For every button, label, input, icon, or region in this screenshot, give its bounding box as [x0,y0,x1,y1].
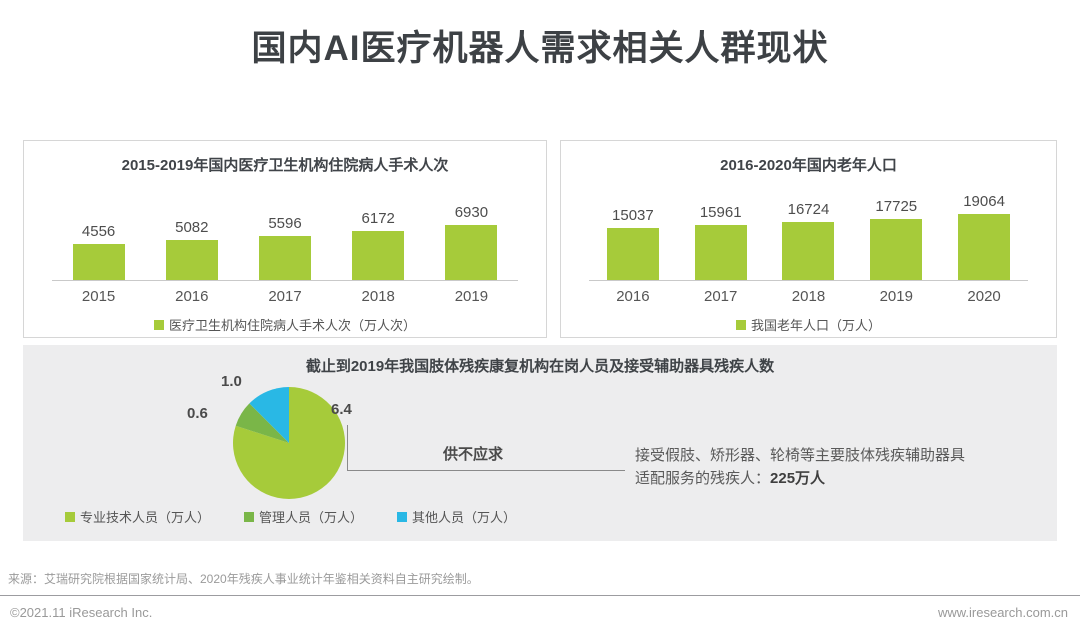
bar-column: 16724 [765,201,853,280]
bar-column: 5596 [238,215,331,280]
x-axis-label: 2019 [879,288,913,305]
page-title: 国内AI医疗机器人需求相关人群现状 [251,29,829,68]
bar [352,231,405,280]
x-axis-label: 2015 [81,288,116,305]
x-axis-label: 2016 [616,288,650,305]
elderly-chart-card: 2016-2020年国内老年人口 15037 15961 16724 17725 190… [560,140,1057,338]
connector-line-vertical [347,425,348,470]
bar [870,219,923,280]
x-axis-label: 2017 [268,288,302,305]
legend-label: 专业技术人员（万人） [80,510,211,525]
surgery-chart-x-axis: 2015 2016 2017 2018 2019 [52,281,518,305]
x-axis-label: 2017 [704,288,738,305]
copyright-text: ©2021.11 iResearch Inc. [10,605,153,620]
pie-slice [249,387,289,443]
pie-value-label-main: 6.4 [331,401,352,418]
note-line1: 接受假肢、矫形器、轮椅等主要肢体残疾辅助器具 [635,447,966,464]
pie-slice [235,403,289,443]
legend-swatch [735,319,746,330]
legend-label: 我国老年人口（万人） [750,318,881,333]
source-note: 来源：艾瑞研究院根据国家统计局、2020年残疾人事业统计年鉴相关资料自主研究绘制… [8,572,479,586]
assistive-devices-note: 接受假肢、矫形器、轮椅等主要肢体残疾辅助器具 适配服务的残疾人：225万人 [635,444,965,490]
surgery-chart-legend: 医疗卫生机构住院病人手术人次（万人次） [24,315,546,334]
bar [782,222,835,280]
bar [445,225,498,280]
legend-label: 其他人员（万人） [412,510,517,525]
bar [165,240,218,280]
legend-label: 管理人员（万人） [259,510,364,525]
legend-swatch [244,511,255,522]
surgery-chart-card: 2015-2019年国内医疗卫生机构住院病人手术人次 4556 5082 5596 6… [23,140,547,338]
elderly-chart-x-axis: 2016 2017 2018 2019 2020 [589,281,1028,305]
connector-line-horizontal [347,470,625,471]
rehab-panel-title: 截止到2019年我国肢体残疾康复机构在岗人员及接受辅助器具残疾人数 [305,358,775,375]
x-axis-label: 2020 [967,288,1001,305]
pie-legend-item: 管理人员（万人） [244,507,363,526]
elderly-chart-legend: 我国老年人口（万人） [561,315,1056,334]
pie-value-label-other: 1.0 [221,373,242,390]
x-axis-label: 2018 [361,288,395,305]
legend-swatch [65,511,75,522]
x-axis-label: 2018 [791,288,826,305]
pie-value-label-mgmt: 0.6 [187,405,208,422]
bar-value-label: 15037 [612,207,654,224]
bar [259,236,311,280]
bar [958,214,1011,280]
bar-column: 6930 [425,204,518,280]
website-url: www.iresearch.com.cn [937,605,1068,620]
footer-bar: ©2021.11 iResearch Inc. www.iresearch.co… [0,595,1080,632]
surgery-chart-plot: 4556 5082 5596 6172 6930 [52,189,518,281]
bar-column: 17725 [852,198,940,280]
bar-value-label: 5596 [268,215,302,232]
pie-legend-item: 专业技术人员（万人） [65,507,210,526]
legend-swatch [153,319,164,330]
bar [606,228,659,280]
bar-value-label: 4556 [81,223,116,240]
surgery-chart-title: 2015-2019年国内医疗卫生机构住院病人手术人次 [121,157,449,174]
note-line2-prefix: 适配服务的残疾人： [635,470,771,487]
shortage-annotation: 供不应求 [442,446,503,463]
note-highlight-value: 225万人 [770,470,826,487]
bar-value-label: 16724 [787,201,830,218]
x-axis-label: 2016 [175,288,209,305]
pie-legend-item: 其他人员（万人） [397,507,516,526]
bar-value-label: 17725 [875,198,918,215]
elderly-chart-plot: 15037 15961 16724 17725 19064 [589,189,1028,281]
bar-value-label: 6930 [454,204,489,221]
bar-column: 6172 [332,210,425,280]
bar [72,244,125,280]
elderly-chart-title: 2016-2020年国内老年人口 [720,157,897,174]
x-axis-label: 2019 [454,288,489,305]
pie-legend: 专业技术人员（万人） 管理人员（万人） 其他人员（万人） [65,507,516,526]
bar-column: 4556 [52,223,145,280]
bar-value-label: 5082 [175,219,209,236]
rehab-panel: 截止到2019年我国肢体残疾康复机构在岗人员及接受辅助器具残疾人数 6.4 0.… [23,345,1057,541]
bar-value-label: 6172 [361,210,395,227]
bar-value-label: 19064 [963,193,1005,210]
legend-swatch [397,511,408,522]
pie-chart [233,387,345,499]
bar-column: 19064 [940,193,1028,280]
bar-column: 5082 [145,219,238,280]
pie-slice [233,387,345,499]
bar [694,225,747,280]
bar-value-label: 15961 [699,204,742,221]
bar-column: 15037 [589,207,677,280]
bar-column: 15961 [677,204,765,280]
legend-label: 医疗卫生机构住院病人手术人次（万人次） [168,318,416,333]
